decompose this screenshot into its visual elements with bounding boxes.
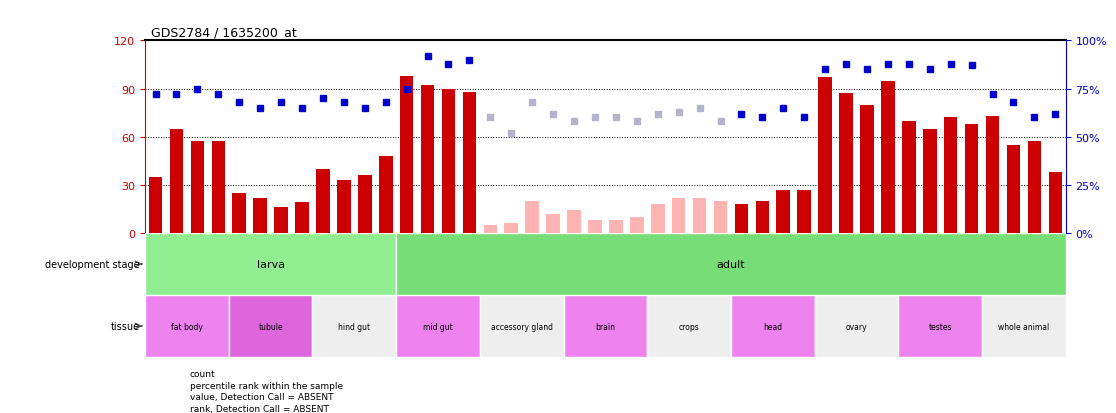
Text: head: head [763, 322, 782, 331]
Text: crops: crops [679, 322, 700, 331]
Bar [145, 295, 229, 357]
Bar [170, 129, 183, 233]
Bar [145, 233, 396, 295]
Bar [564, 295, 647, 357]
Bar [148, 177, 162, 233]
Bar [631, 217, 644, 233]
Bar [609, 221, 623, 233]
Bar [982, 295, 1066, 357]
Bar [898, 295, 982, 357]
Bar [396, 233, 1066, 295]
Bar [229, 295, 312, 357]
Bar [1028, 142, 1041, 233]
Bar [944, 118, 958, 233]
Text: whole animal: whole animal [999, 322, 1049, 331]
Bar [480, 295, 564, 357]
Bar [379, 157, 393, 233]
Text: larva: larva [257, 259, 285, 269]
Bar [275, 208, 288, 233]
Text: brain: brain [596, 322, 615, 331]
Bar [714, 201, 728, 233]
Text: tubule: tubule [258, 322, 283, 331]
Text: development stage: development stage [45, 259, 140, 269]
Bar [882, 81, 895, 233]
Text: percentile rank within the sample: percentile rank within the sample [190, 381, 343, 390]
Text: accessory gland: accessory gland [491, 322, 552, 331]
Bar [815, 295, 898, 357]
Bar [567, 211, 580, 233]
Bar [923, 129, 936, 233]
Bar [212, 142, 225, 233]
Bar [547, 214, 560, 233]
Bar [232, 193, 246, 233]
Bar [818, 78, 831, 233]
Bar [798, 190, 811, 233]
Bar [985, 116, 999, 233]
Bar [734, 204, 748, 233]
Text: fat body: fat body [171, 322, 203, 331]
Text: GDS2784 / 1635200_at: GDS2784 / 1635200_at [151, 26, 297, 39]
Bar [902, 121, 915, 233]
Bar [731, 295, 815, 357]
Bar [1007, 145, 1020, 233]
Bar [316, 169, 329, 233]
Bar [647, 295, 731, 357]
Text: hind gut: hind gut [338, 322, 371, 331]
Bar [756, 201, 769, 233]
Bar [296, 203, 309, 233]
Bar [1049, 173, 1062, 233]
Bar [693, 198, 706, 233]
Bar [421, 86, 434, 233]
Bar [442, 89, 455, 233]
Bar [651, 204, 664, 233]
Bar [777, 190, 790, 233]
Bar [965, 125, 979, 233]
Bar [396, 295, 480, 357]
Bar [860, 105, 874, 233]
Text: adult: adult [716, 259, 745, 269]
Bar [672, 198, 685, 233]
Text: count: count [190, 369, 215, 378]
Bar [463, 93, 477, 233]
Bar [358, 176, 372, 233]
Text: testes: testes [929, 322, 952, 331]
Bar [337, 180, 350, 233]
Bar [588, 221, 602, 233]
Text: value, Detection Call = ABSENT: value, Detection Call = ABSENT [190, 392, 334, 401]
Bar [253, 198, 267, 233]
Text: mid gut: mid gut [423, 322, 453, 331]
Text: tissue: tissue [110, 321, 140, 331]
Bar [191, 142, 204, 233]
Text: ovary: ovary [846, 322, 867, 331]
Bar [312, 295, 396, 357]
Bar [504, 224, 518, 233]
Bar [839, 94, 853, 233]
Bar [526, 201, 539, 233]
Bar [145, 41, 1066, 233]
Text: rank, Detection Call = ABSENT: rank, Detection Call = ABSENT [190, 404, 328, 413]
Bar [400, 76, 413, 233]
Bar [483, 225, 497, 233]
